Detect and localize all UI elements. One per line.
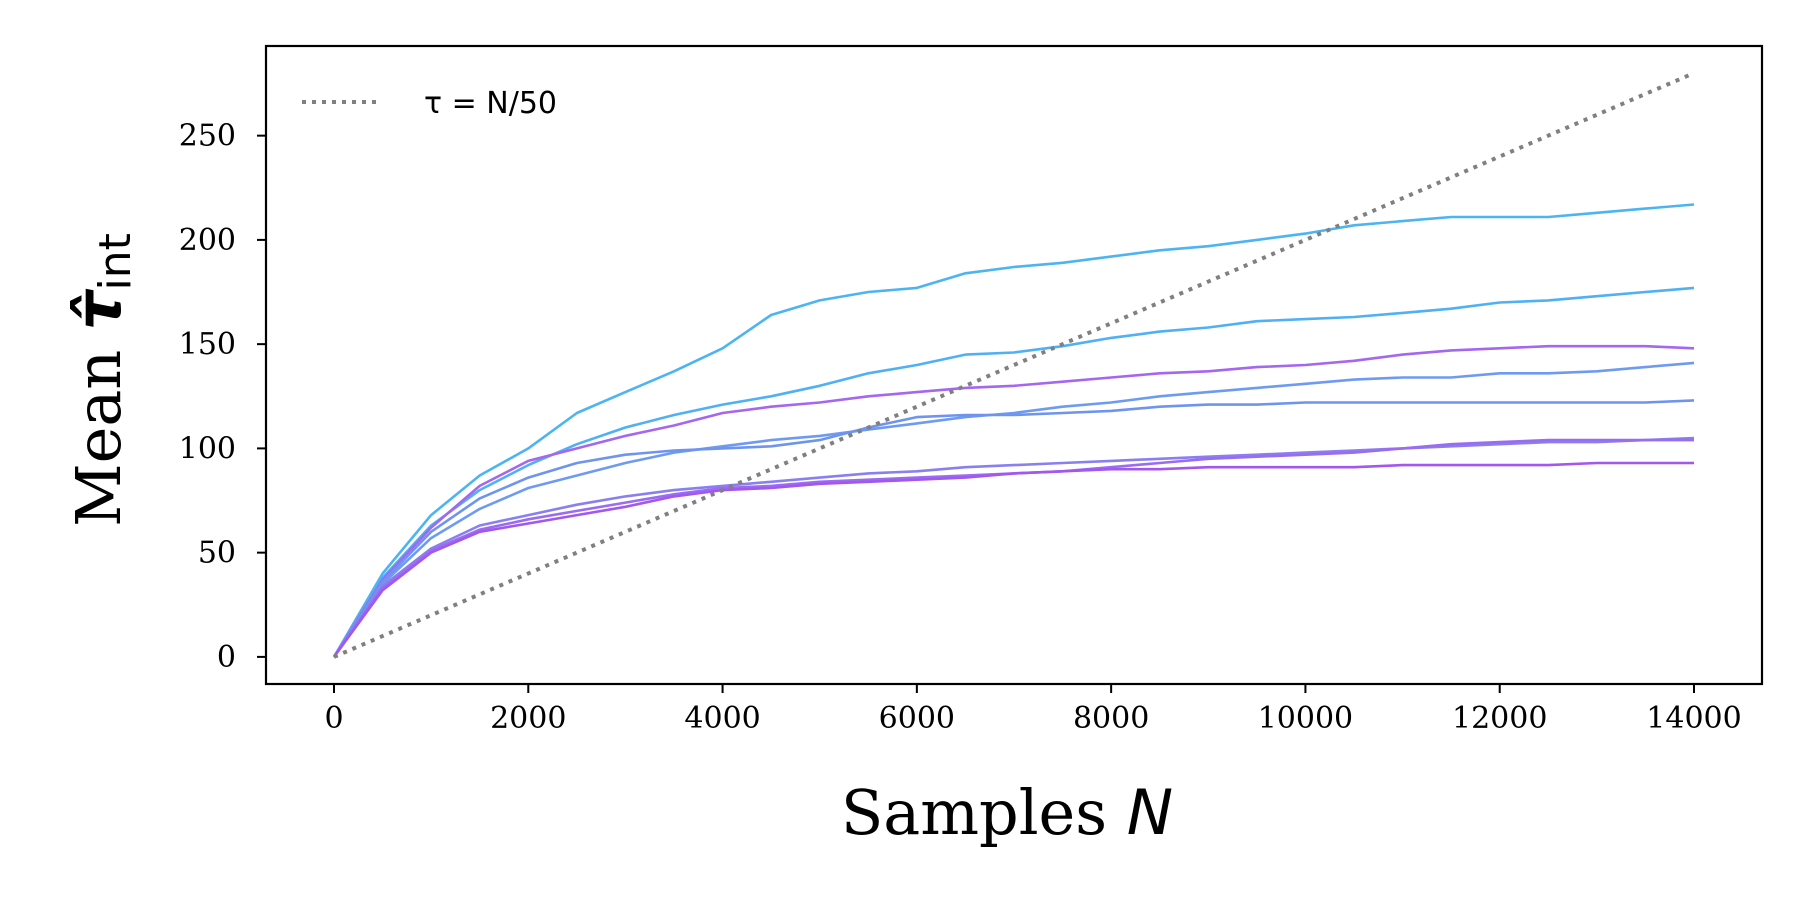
ticks: 0 2000 4000 6000 8000 10000 12000 14000 0 50 100 15… bbox=[179, 119, 1742, 736]
series-line-6 bbox=[332, 436, 1695, 658]
series-line-8 bbox=[332, 461, 1694, 658]
x-tick-label: 8000 bbox=[1073, 701, 1149, 736]
x-tick-label: 12000 bbox=[1452, 701, 1547, 736]
series-line-1 bbox=[332, 203, 1695, 658]
x-axis-title-var: N bbox=[1127, 776, 1173, 849]
x-axis-title-text: Samples bbox=[841, 776, 1127, 849]
series-line-5 bbox=[332, 399, 1695, 658]
x-tick-label: 4000 bbox=[684, 701, 760, 736]
y-tick-label: 150 bbox=[179, 327, 236, 362]
y-tick-label: 200 bbox=[179, 223, 236, 258]
axes-frame bbox=[264, 44, 1764, 686]
series-line-3 bbox=[332, 344, 1695, 658]
x-tick-label: 2000 bbox=[490, 701, 566, 736]
y-axis-title: Mean τ̂int bbox=[62, 233, 141, 527]
y-tick-label: 50 bbox=[198, 536, 236, 571]
reference-line bbox=[333, 71, 1695, 659]
reference-layer bbox=[333, 71, 1695, 659]
x-tick-label: 14000 bbox=[1646, 701, 1741, 736]
x-tick-label: 10000 bbox=[1258, 701, 1353, 736]
y-tick-label: 250 bbox=[179, 119, 236, 154]
y-tick-label: 0 bbox=[217, 640, 236, 675]
series-line-2 bbox=[332, 286, 1695, 658]
y-tick-label: 100 bbox=[179, 431, 236, 466]
x-tick-label: 6000 bbox=[879, 701, 955, 736]
x-axis-title: Samples N bbox=[841, 776, 1173, 849]
y-axis-title-symbol: τ̂ bbox=[62, 288, 135, 330]
y-axis-title-text: Mean bbox=[62, 330, 135, 527]
legend: τ = N/50 bbox=[302, 86, 557, 121]
y-axis-title-subscript: int bbox=[90, 233, 141, 290]
series-layer bbox=[332, 203, 1695, 658]
x-tick-label: 0 bbox=[324, 701, 343, 736]
legend-label: τ = N/50 bbox=[424, 86, 557, 121]
series-line-4 bbox=[332, 361, 1695, 658]
